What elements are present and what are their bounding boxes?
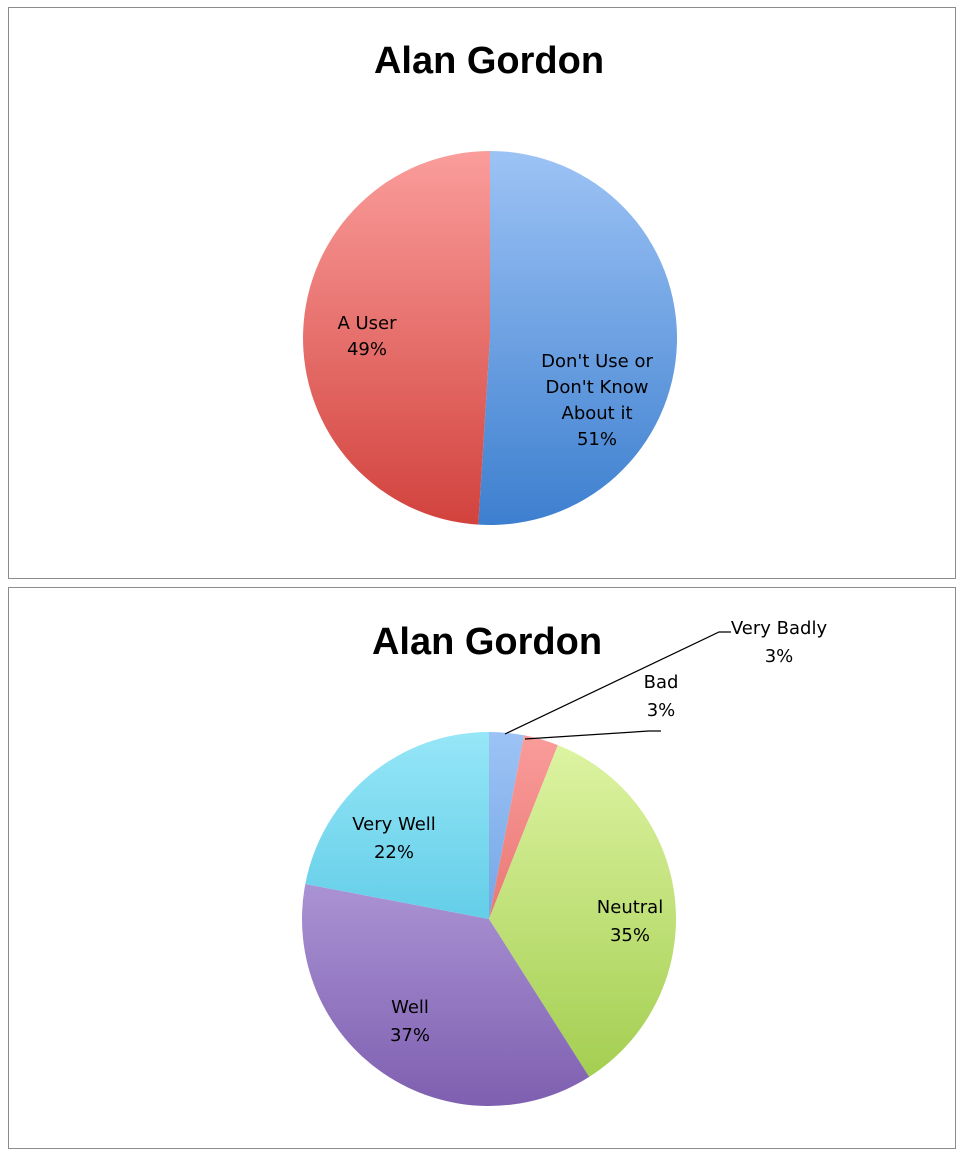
leader-line-bad (525, 731, 661, 739)
slice-label-very-badly: Very Badly 3% (731, 618, 828, 667)
chart-panel-2: Alan Gordon Very Badly 3% Bad 3% Neutral 35% W… (8, 587, 956, 1149)
slice-label-bad: Bad 3% (644, 672, 679, 721)
chart-title: Alan Gordon (374, 40, 604, 82)
chart-panel-1: Alan Gordon Don't Use or Don't Know About … (8, 7, 956, 579)
chart-title: Alan Gordon (372, 621, 602, 663)
pie-slice-don-t-use-or-don-t-know-about-it (478, 151, 677, 525)
pie-chart-2: Alan Gordon Very Badly 3%Bad 3%Neutral 35%W… (9, 588, 957, 1150)
pie-slices (303, 151, 677, 525)
pie-slice-a-user (303, 151, 490, 525)
pie-slices (302, 732, 676, 1106)
pie-chart-1: Alan Gordon Don't Use or Don't Know About … (9, 8, 957, 580)
